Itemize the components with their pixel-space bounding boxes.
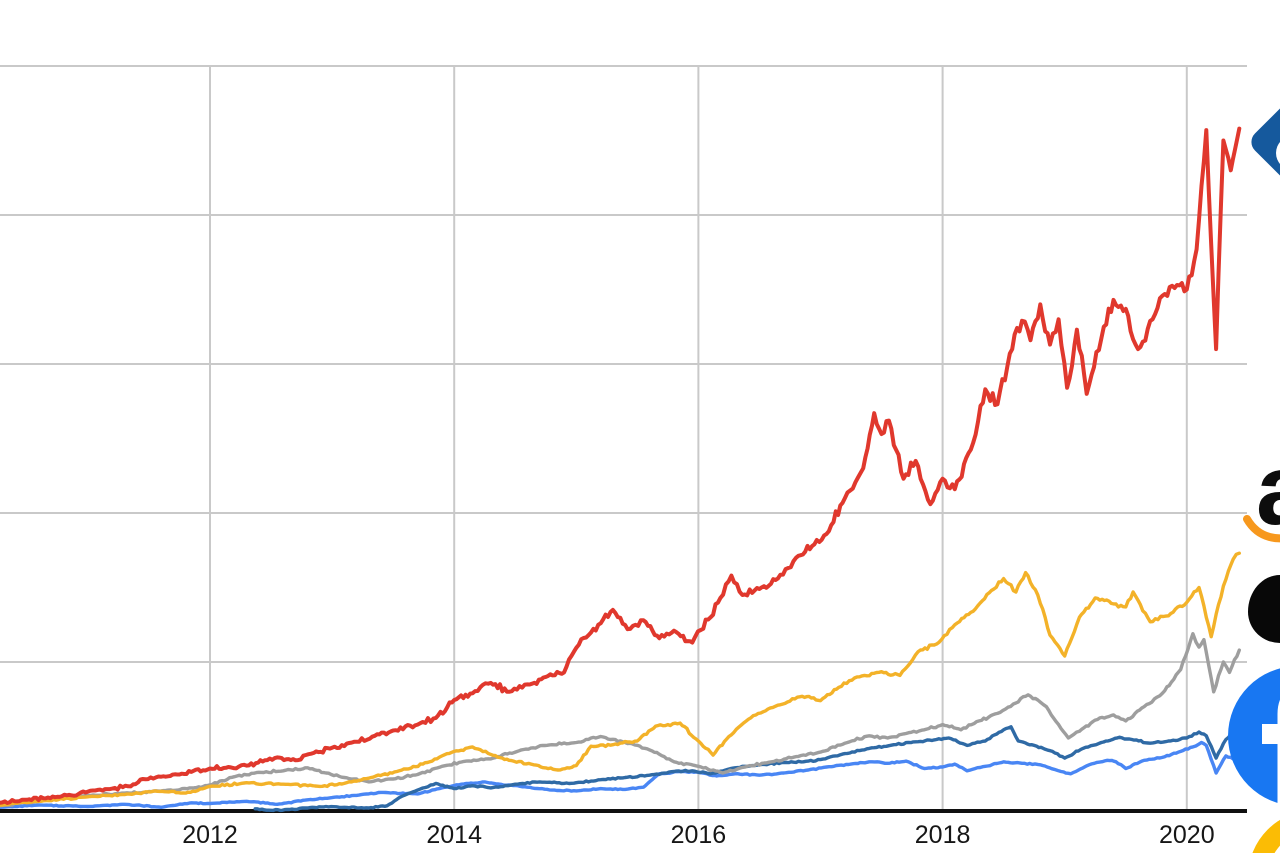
x-tick-label: 2016 xyxy=(670,821,727,849)
series-line-amazon xyxy=(0,551,1241,807)
series-line-dominos xyxy=(0,126,1242,805)
series-line-google xyxy=(0,740,1241,809)
x-tick-label: 2014 xyxy=(426,821,482,849)
amazon-logo-icon: a xyxy=(1256,440,1280,540)
x-tick-label: 2020 xyxy=(1158,821,1215,849)
series-lines xyxy=(0,126,1242,813)
series-line-apple xyxy=(0,632,1241,808)
x-tick-label: 2012 xyxy=(182,821,238,849)
gridlines xyxy=(0,65,1247,811)
google-logo-center xyxy=(1268,830,1280,853)
x-tick-label: 2018 xyxy=(914,821,971,849)
